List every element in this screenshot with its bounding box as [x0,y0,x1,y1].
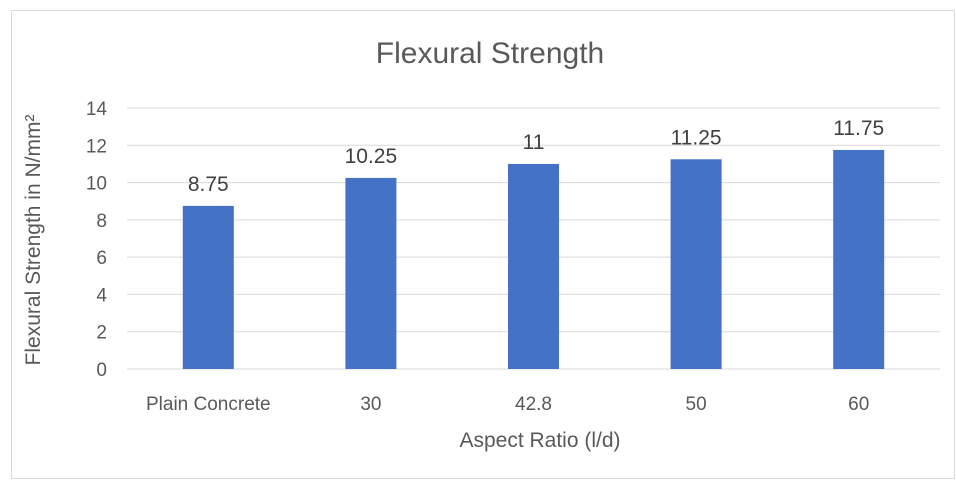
y-axis-ticks: 0 2 4 6 8 10 12 14 [86,99,108,381]
y-axis-title: Flexural Strength in N/mm² [22,115,45,366]
x-tick-label: 50 [686,394,707,415]
data-labels: 8.75 10.25 11 11.25 11.75 [188,117,884,196]
chart-frame [11,10,955,479]
data-label: 11.75 [833,117,884,140]
bar [833,149,885,369]
x-tick-label: 30 [360,394,381,415]
data-label: 11 [523,131,545,154]
data-label: 11.25 [671,126,722,149]
x-tick-label: 42.8 [515,394,552,415]
x-axis-title: Aspect Ratio (l/d) [459,429,620,452]
data-label: 10.25 [345,145,398,168]
y-tick-label: 12 [86,136,107,157]
y-tick-label: 4 [96,285,107,306]
x-tick-label: Plain Concrete [146,394,271,415]
bar [182,205,234,369]
chart-title: Flexural Strength [376,37,604,70]
x-axis-ticks: Plain Concrete 30 42.8 50 60 [146,394,869,415]
bar [345,177,397,369]
y-tick-label: 10 [86,174,107,195]
y-tick-label: 0 [96,360,107,381]
bars [182,149,885,369]
x-tick-label: 60 [848,394,869,415]
y-tick-label: 6 [96,248,107,269]
y-tick-label: 2 [96,323,107,344]
y-tick-label: 14 [86,99,108,120]
y-tick-label: 8 [96,211,107,232]
bar [670,159,722,369]
data-label: 8.75 [188,173,229,196]
bar [508,163,559,369]
